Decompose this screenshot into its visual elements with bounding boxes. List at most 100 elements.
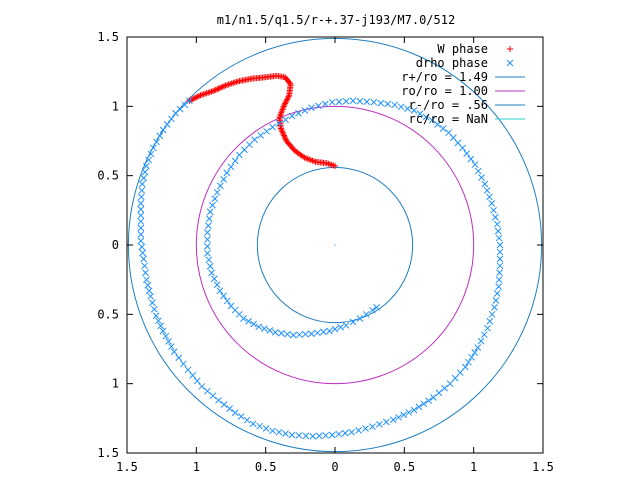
point-drho-phase-162 <box>241 146 248 154</box>
point-drho-phase-176 <box>204 236 211 243</box>
point-drho-phase-194 <box>260 325 268 333</box>
point-w-phase-28 <box>227 80 234 87</box>
point-drho-phase-84 <box>415 403 423 411</box>
legend-sample-w-phase <box>507 46 513 52</box>
point-drho-phase-89 <box>441 384 448 392</box>
point-drho-phase-174 <box>204 222 212 229</box>
point-drho-phase-48 <box>193 377 201 385</box>
point-drho-phase-23 <box>137 231 145 238</box>
point-drho-phase-64 <box>288 431 296 439</box>
point-w-phase-99 <box>278 126 285 133</box>
point-drho-phase-138 <box>397 103 405 111</box>
point-drho-phase-96 <box>471 349 479 356</box>
point-drho-phase-134 <box>422 113 430 121</box>
legend: W phase drho phase r+/ro = 1.49 ro/ro = … <box>401 42 525 126</box>
point-drho-phase-154 <box>288 112 296 120</box>
point-drho-phase-155 <box>282 116 289 124</box>
point-drho-phase-54 <box>226 405 233 412</box>
point-drho-phase-204 <box>320 328 327 336</box>
point-drho-phase-212 <box>369 306 376 314</box>
point-drho-phase-91 <box>451 374 459 382</box>
point-w-phase-83 <box>281 101 288 108</box>
point-drho-phase-147 <box>335 98 343 106</box>
point-drho-phase-61 <box>269 427 276 435</box>
point-drho-phase-99 <box>480 331 488 339</box>
point-drho-phase-124 <box>471 161 479 168</box>
point-w-phase-13 <box>205 89 212 96</box>
point-drho-phase-71 <box>335 430 343 438</box>
point-drho-phase-40 <box>162 332 170 340</box>
point-drho-phase-116 <box>492 213 499 221</box>
point-drho-phase-65 <box>295 432 303 439</box>
point-drho-phase-130 <box>445 129 453 137</box>
point-drho-phase-111 <box>496 248 504 256</box>
point-drho-phase-170 <box>211 195 219 203</box>
point-drho-phase-112 <box>496 241 504 249</box>
point-drho-phase-57 <box>243 416 251 424</box>
point-drho-phase-41 <box>165 338 172 345</box>
point-w-phase-82 <box>282 100 289 107</box>
point-drho-phase-126 <box>463 150 471 157</box>
point-w-phase-20 <box>215 85 222 92</box>
point-drho-phase-82 <box>405 409 413 416</box>
x-tick-label-3: 0 <box>331 460 338 474</box>
legend-label-r-plus: r+/ro = 1.49 <box>401 70 488 84</box>
point-drho-phase-205 <box>326 327 333 335</box>
point-drho-phase-119 <box>486 193 493 201</box>
point-drho-phase-56 <box>237 413 245 420</box>
point-drho-phase-150 <box>315 102 322 110</box>
point-w-phase-105 <box>282 135 289 142</box>
point-w-phase-22 <box>218 84 225 91</box>
point-drho-phase-177 <box>204 243 211 250</box>
point-drho-phase-18 <box>137 200 145 207</box>
point-drho-phase-90 <box>446 380 454 388</box>
point-drho-phase-34 <box>149 299 156 307</box>
point-drho-phase-120 <box>483 187 491 194</box>
point-drho-phase-165 <box>227 163 235 171</box>
point-w-phase-32 <box>233 78 240 85</box>
ticks-layer: 1.5 1 0.5 0 0.5 1 1.51.510.500.511.5 <box>97 30 554 474</box>
point-drho-phase-86 <box>425 397 432 405</box>
point-drho-phase-62 <box>275 428 283 436</box>
point-drho-phase-159 <box>257 132 264 139</box>
point-drho-phase-104 <box>492 297 500 304</box>
point-drho-phase-30 <box>143 276 150 284</box>
point-drho-phase-149 <box>321 100 329 108</box>
point-drho-phase-131 <box>439 125 447 132</box>
point-drho-phase-191 <box>245 317 252 325</box>
point-w-phase-29 <box>228 80 235 87</box>
point-drho-phase-9 <box>149 144 157 152</box>
point-w-phase-4 <box>191 95 198 102</box>
legend-label-w-phase: W phase <box>437 42 488 56</box>
point-drho-phase-97 <box>474 344 482 351</box>
point-drho-phase-208 <box>342 322 350 329</box>
point-drho-phase-12 <box>143 162 150 170</box>
point-w-phase-19 <box>214 86 221 93</box>
point-drho-phase-13 <box>141 168 149 176</box>
point-w-phase-5 <box>193 94 200 101</box>
point-drho-phase-72 <box>341 429 349 437</box>
point-drho-phase-103 <box>491 304 498 311</box>
point-w-phase-7 <box>196 92 203 99</box>
point-drho-phase-180 <box>206 262 214 270</box>
point-drho-phase-136 <box>410 107 418 114</box>
point-drho-phase-175 <box>204 229 211 236</box>
legend-samples <box>495 46 525 120</box>
point-drho-phase-27 <box>140 255 147 263</box>
point-drho-phase-202 <box>308 330 315 338</box>
point-drho-phase-173 <box>205 215 213 223</box>
point-drho-phase-190 <box>240 315 247 322</box>
point-drho-phase-152 <box>301 107 309 114</box>
point-drho-phase-3 <box>172 109 179 117</box>
point-drho-phase-59 <box>256 422 264 430</box>
point-drho-phase-106 <box>495 283 502 290</box>
point-drho-phase-78 <box>382 418 390 426</box>
point-drho-phase-21 <box>137 218 145 225</box>
point-w-phase-101 <box>279 129 286 136</box>
point-drho-phase-45 <box>180 360 187 368</box>
y-tick-label-2: 0.5 <box>97 307 119 321</box>
point-drho-phase-142 <box>370 98 378 106</box>
point-drho-phase-198 <box>284 330 291 338</box>
point-drho-phase-178 <box>204 249 211 257</box>
point-drho-phase-14 <box>140 174 147 182</box>
